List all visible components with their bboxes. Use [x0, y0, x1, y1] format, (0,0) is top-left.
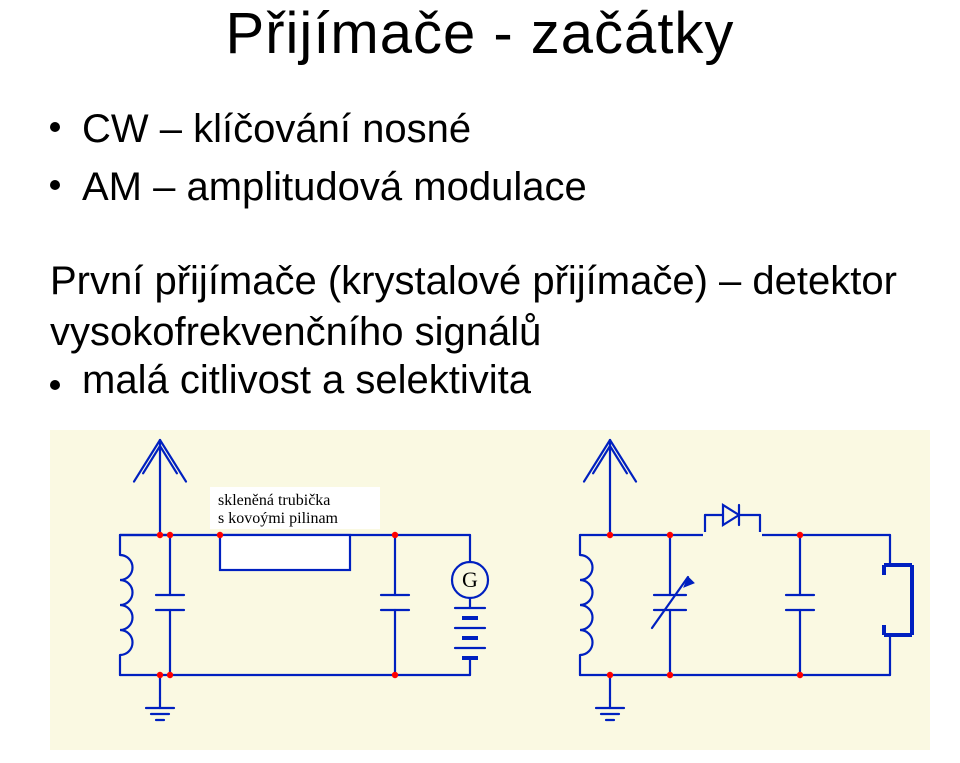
bullet-dot-icon: [50, 180, 60, 190]
paragraph-line: vysokofrekvenčního signálů: [50, 306, 541, 358]
bullet-item: AM – amplitudová modulace: [50, 158, 587, 216]
circuit-svg: Gskleněná trubičkas kovoými pilinam: [50, 430, 930, 750]
bullet-item: malá citlivost a selektivita: [50, 358, 531, 403]
svg-text:skleněná trubička: skleněná trubička: [218, 492, 330, 509]
paragraph-line: První přijímače (krystalové přijímače) –…: [50, 255, 897, 307]
slide-title: Přijímače - začátky: [0, 0, 960, 67]
bullet-text: CW – klíčování nosné: [82, 100, 471, 158]
bullet-dot-icon: [50, 380, 60, 390]
bullet-list: CW – klíčování nosné AM – amplitudová mo…: [50, 100, 587, 216]
svg-text:s kovoými pilinam: s kovoými pilinam: [218, 510, 339, 527]
slide: Přijímače - začátky CW – klíčování nosné…: [0, 0, 960, 763]
bullet-item: CW – klíčování nosné: [50, 100, 587, 158]
bullet-text: malá citlivost a selektivita: [82, 358, 531, 403]
svg-text:G: G: [462, 567, 478, 592]
bullet-dot-icon: [50, 122, 60, 132]
circuit-diagram: Gskleněná trubičkas kovoými pilinam: [50, 430, 930, 750]
bullet-text: AM – amplitudová modulace: [82, 158, 587, 216]
